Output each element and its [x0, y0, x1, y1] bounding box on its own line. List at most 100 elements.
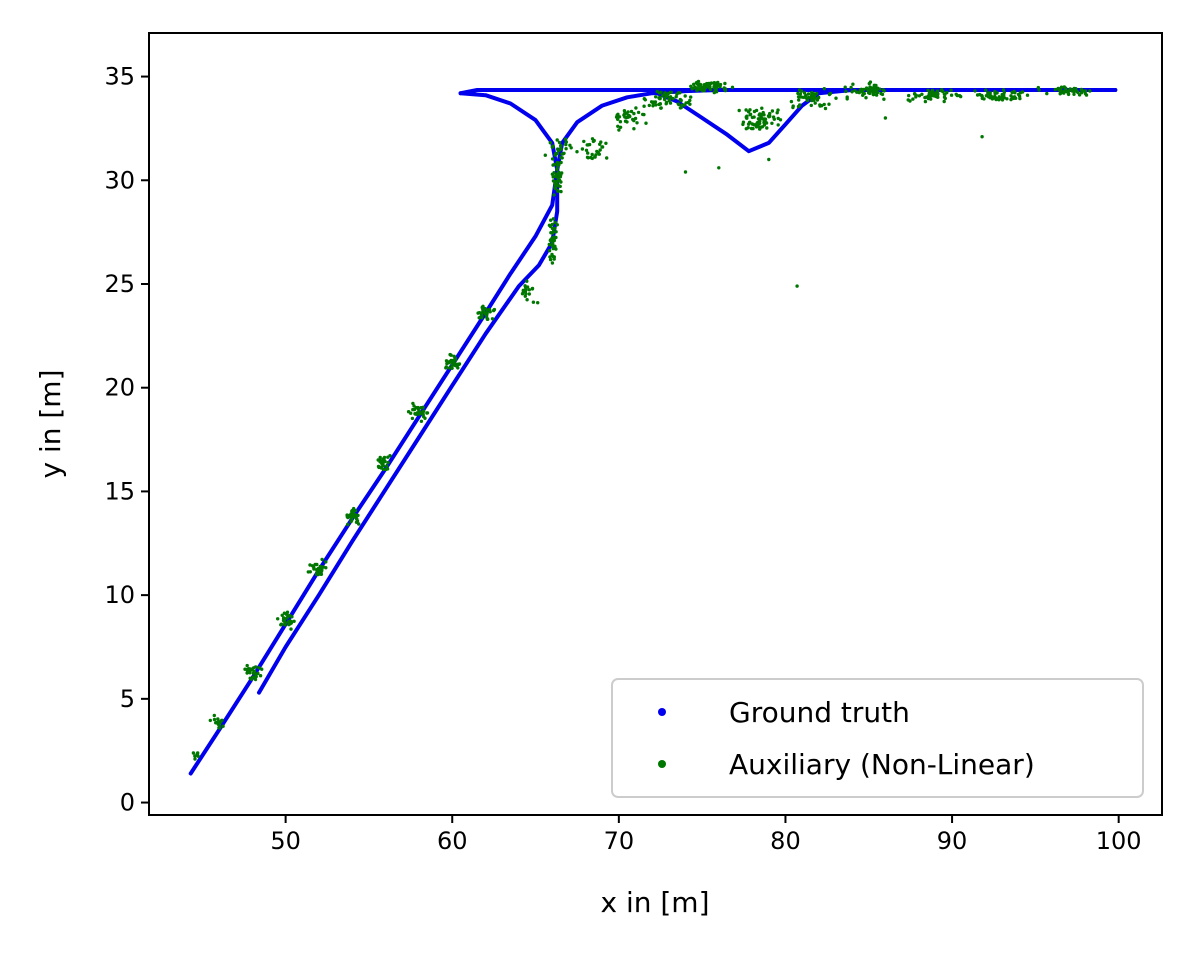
auxiliary-point [695, 88, 699, 93]
auxiliary-point [580, 147, 585, 151]
auxiliary-point [748, 112, 753, 117]
auxiliary-point [250, 667, 255, 671]
auxiliary-point [949, 88, 953, 92]
auxiliary-point [797, 98, 801, 102]
auxiliary-point [1000, 96, 1004, 101]
auxiliary-point [754, 125, 759, 129]
auxiliary-point [928, 93, 932, 97]
auxiliary-point [530, 287, 535, 291]
auxiliary-point [813, 101, 817, 105]
auxiliary-point [723, 81, 727, 86]
auxiliary-point [1005, 97, 1009, 101]
auxiliary-point [641, 112, 645, 117]
auxiliary-point [632, 111, 636, 116]
auxiliary-point [882, 89, 886, 93]
auxiliary-point [805, 98, 810, 103]
auxiliary-point [350, 511, 355, 515]
auxiliary-point [552, 257, 556, 261]
auxiliary-point [550, 222, 554, 227]
auxiliary-point [377, 465, 382, 469]
auxiliary-point [958, 94, 962, 98]
auxiliary-point [680, 103, 685, 107]
auxiliary-point [450, 366, 454, 370]
auxiliary-point [425, 411, 430, 415]
auxiliary-point [864, 86, 869, 90]
x-tick-label: 100 [1096, 827, 1142, 855]
auxiliary-point [195, 752, 199, 756]
auxiliary-point [283, 621, 287, 626]
auxiliary-point [864, 96, 868, 100]
auxiliary-point [659, 106, 663, 110]
auxiliary-point [320, 557, 324, 562]
auxiliary-point [584, 148, 589, 152]
auxiliary-point [914, 93, 918, 98]
auxiliary-point [559, 144, 563, 148]
auxiliary-point [485, 317, 490, 321]
auxiliary-point [349, 516, 354, 520]
auxiliary-point [908, 99, 912, 103]
auxiliary-point [767, 157, 771, 162]
auxiliary-point [809, 103, 813, 108]
auxiliary-point [346, 522, 350, 527]
auxiliary-point [822, 87, 826, 91]
auxiliary-point [555, 223, 559, 227]
auxiliary-point [802, 91, 807, 95]
auxiliary-point [761, 110, 765, 115]
auxiliary-point [490, 317, 495, 321]
plot-frame [148, 32, 1163, 816]
auxiliary-point [629, 109, 634, 114]
auxiliary-point [531, 300, 536, 304]
auxiliary-point [989, 94, 993, 98]
auxiliary-point [973, 89, 977, 93]
auxiliary-point [281, 616, 286, 620]
auxiliary-point [1001, 88, 1006, 92]
auxiliary-point [867, 81, 871, 86]
auxiliary-point [868, 85, 872, 90]
auxiliary-point [1025, 93, 1030, 97]
auxiliary-point [564, 147, 568, 151]
auxiliary-point [280, 613, 284, 617]
auxiliary-point [627, 113, 631, 118]
auxiliary-point [616, 124, 620, 128]
auxiliary-point [523, 285, 528, 290]
auxiliary-point [357, 522, 361, 526]
auxiliary-point [689, 95, 693, 99]
auxiliary-point [1045, 91, 1049, 96]
auxiliary-point [923, 95, 927, 100]
auxiliary-point [415, 411, 420, 415]
auxiliary-point [1056, 86, 1060, 91]
auxiliary-point [877, 87, 882, 91]
auxiliary-point [770, 109, 775, 113]
auxiliary-point [208, 718, 212, 723]
auxiliary-point [456, 362, 461, 367]
auxiliary-point [289, 621, 293, 625]
auxiliary-point [551, 217, 556, 221]
auxiliary-point [943, 96, 947, 101]
auxiliary-point [758, 112, 762, 116]
auxiliary-point [248, 676, 252, 680]
auxiliary-point [671, 96, 675, 101]
auxiliary-point [654, 103, 658, 107]
auxiliary-point [246, 669, 250, 674]
auxiliary-point [555, 151, 560, 156]
auxiliary-point [667, 96, 671, 101]
auxiliary-point [659, 90, 663, 95]
auxiliary-point [845, 97, 849, 101]
auxiliary-point [631, 117, 635, 122]
auxiliary-point [762, 118, 766, 122]
auxiliary-point [596, 150, 600, 155]
auxiliary-point [1036, 85, 1041, 90]
auxiliary-point [708, 87, 713, 92]
auxiliary-point [955, 93, 959, 98]
auxiliary-point [252, 669, 257, 674]
auxiliary-point [452, 358, 456, 362]
auxiliary-point [550, 226, 555, 231]
auxiliary-point [245, 663, 249, 668]
auxiliary-point [827, 92, 832, 97]
auxiliary-point [625, 120, 629, 124]
auxiliary-point [657, 96, 661, 100]
auxiliary-point [600, 145, 605, 149]
auxiliary-point [548, 141, 552, 145]
auxiliary-point [677, 102, 681, 107]
auxiliary-point [221, 724, 225, 728]
